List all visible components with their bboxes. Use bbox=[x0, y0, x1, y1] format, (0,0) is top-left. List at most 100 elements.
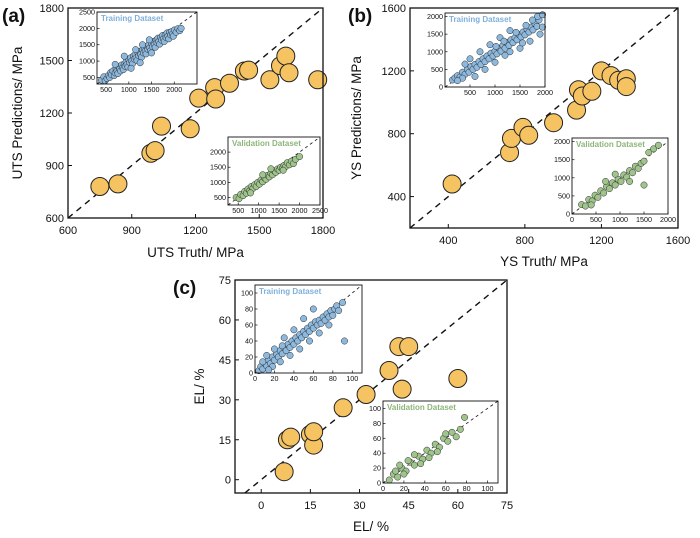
data-point bbox=[189, 88, 209, 108]
inset-data-point bbox=[400, 470, 408, 478]
panel-label: (c) bbox=[173, 278, 196, 299]
inset-y-tick-label: 0 bbox=[566, 210, 570, 219]
inset-y-tick-label: 1500 bbox=[210, 163, 226, 172]
inset-x-tick-label: 500 bbox=[100, 85, 112, 94]
plot-frame bbox=[409, 7, 679, 229]
inset-data-point bbox=[271, 345, 278, 353]
x-axis-title: EL/ % bbox=[353, 519, 389, 534]
inset-data-point bbox=[325, 321, 333, 329]
inset-data-point bbox=[394, 473, 402, 481]
panel-label: (b) bbox=[348, 6, 372, 27]
data-point bbox=[180, 119, 200, 139]
data-point bbox=[274, 462, 294, 482]
inset-data-point bbox=[290, 326, 298, 334]
y-tick-label: 1600 bbox=[382, 3, 406, 15]
y-tick-label: 1800 bbox=[40, 3, 64, 15]
inset-data-point bbox=[602, 177, 610, 185]
inset-data-point bbox=[605, 185, 613, 193]
inset-x-tick-label: 2000 bbox=[660, 215, 676, 224]
inset-data-point bbox=[640, 157, 648, 165]
inset-data-point bbox=[404, 457, 412, 465]
inset-x-tick-label: 2500 bbox=[312, 206, 328, 215]
inset-y-tick-label: 0 bbox=[377, 479, 381, 488]
inset-x-tick-label: 1000 bbox=[121, 85, 137, 94]
inset-data-point bbox=[617, 177, 625, 185]
y-tick-label: 15 bbox=[219, 435, 231, 447]
inset-y-tick-label: 2000 bbox=[210, 148, 226, 157]
inset-data-point bbox=[444, 437, 452, 445]
inset-data-point bbox=[341, 337, 348, 345]
inset-data-point bbox=[461, 413, 468, 421]
x-tick-label: 800 bbox=[516, 235, 534, 247]
inset-y-tick-label: 1000 bbox=[210, 178, 226, 187]
inset-y-tick-label: 500 bbox=[558, 191, 570, 200]
inset-x-tick-label: 1500 bbox=[271, 206, 287, 215]
inset-data-point bbox=[177, 24, 185, 32]
training-inset: Training Dataset 500 1000 1500 2000 0 500 1000 1… bbox=[427, 11, 553, 97]
data-point bbox=[333, 398, 353, 418]
inset-data-point bbox=[529, 16, 536, 24]
training-inset: Training Dataset 500 1000 1500 2000 500 1000 15… bbox=[79, 8, 198, 94]
inset-data-point bbox=[139, 41, 146, 49]
data-point bbox=[276, 46, 296, 66]
inset-data-point bbox=[259, 171, 267, 179]
inset-x-tick-label: 2000 bbox=[292, 206, 308, 215]
inset-x-tick-label: 500 bbox=[232, 206, 244, 215]
inset-data-point bbox=[539, 23, 546, 31]
inset-data-point bbox=[587, 201, 595, 209]
inset-title: Validation Dataset bbox=[387, 403, 456, 412]
inset-x-tick-label: 60 bbox=[442, 484, 450, 493]
inset-data-point bbox=[267, 165, 275, 173]
inset-x-tick-label: 500 bbox=[464, 88, 476, 97]
inset-data-point bbox=[452, 433, 460, 441]
inset-frame bbox=[227, 136, 321, 206]
x-tick-label: 75 bbox=[501, 500, 513, 512]
data-point bbox=[519, 125, 539, 145]
inset-x-tick-label: 20 bbox=[400, 484, 408, 493]
inset-data-point bbox=[433, 448, 441, 456]
inset-x-tick-label: 100 bbox=[346, 374, 358, 383]
inset-title: Training Dataset bbox=[101, 14, 164, 23]
y-tick-label: 30 bbox=[219, 395, 231, 407]
inset-y-tick-label: 60 bbox=[245, 321, 253, 330]
inset-data-point bbox=[309, 305, 317, 313]
validation-inset: Validation Dataset 0 500 1000 1500 2000 0 500 10… bbox=[554, 137, 676, 224]
data-point bbox=[304, 422, 324, 442]
inset-data-point bbox=[500, 37, 508, 45]
inset-y-tick-label: 20 bbox=[245, 353, 253, 362]
inset-x-tick-label: 60 bbox=[309, 374, 317, 383]
inset-data-point bbox=[581, 202, 589, 210]
inset-data-point bbox=[629, 169, 636, 177]
inset-data-point bbox=[259, 358, 267, 366]
data-point bbox=[90, 177, 110, 196]
inset-x-tick-label: 80 bbox=[329, 374, 337, 383]
x-tick-label: 1500 bbox=[247, 225, 271, 237]
x-tick-label: 1200 bbox=[183, 225, 207, 237]
inset-data-point bbox=[111, 60, 119, 68]
inset-data-point bbox=[329, 311, 337, 319]
x-tick-label: 60 bbox=[452, 500, 464, 512]
inset-y-tick-label: 1000 bbox=[554, 173, 570, 182]
inset-data-point bbox=[279, 166, 287, 174]
inset-data-point bbox=[145, 36, 153, 44]
inset-y-tick-label: 40 bbox=[245, 337, 253, 346]
data-point bbox=[392, 379, 412, 399]
inset-data-point bbox=[425, 454, 433, 462]
inset-data-point bbox=[466, 55, 474, 63]
x-axis-title: UTS Truth/ MPa bbox=[147, 245, 244, 260]
data-point bbox=[239, 60, 259, 80]
inset-y-tick-label: 20 bbox=[373, 464, 381, 473]
y-tick-label: 1200 bbox=[382, 66, 406, 78]
x-tick-label: 1800 bbox=[311, 225, 335, 237]
inset-x-tick-label: 1000 bbox=[612, 215, 628, 224]
inset-y-tick-label: 2000 bbox=[427, 12, 443, 21]
inset-data-point bbox=[280, 334, 288, 342]
plot-frame bbox=[234, 279, 508, 494]
x-tick-label: 600 bbox=[59, 225, 77, 237]
inset-y-tick-label: 2000 bbox=[79, 24, 95, 33]
inset-y-tick-label: 500 bbox=[214, 193, 226, 202]
data-point bbox=[279, 63, 299, 83]
training-inset: Training Dataset 0 20 40 60 80 100 0 20 40 60 80 100 bbox=[241, 284, 363, 383]
inset-data-point bbox=[276, 358, 284, 366]
inset-data-point bbox=[296, 153, 304, 161]
